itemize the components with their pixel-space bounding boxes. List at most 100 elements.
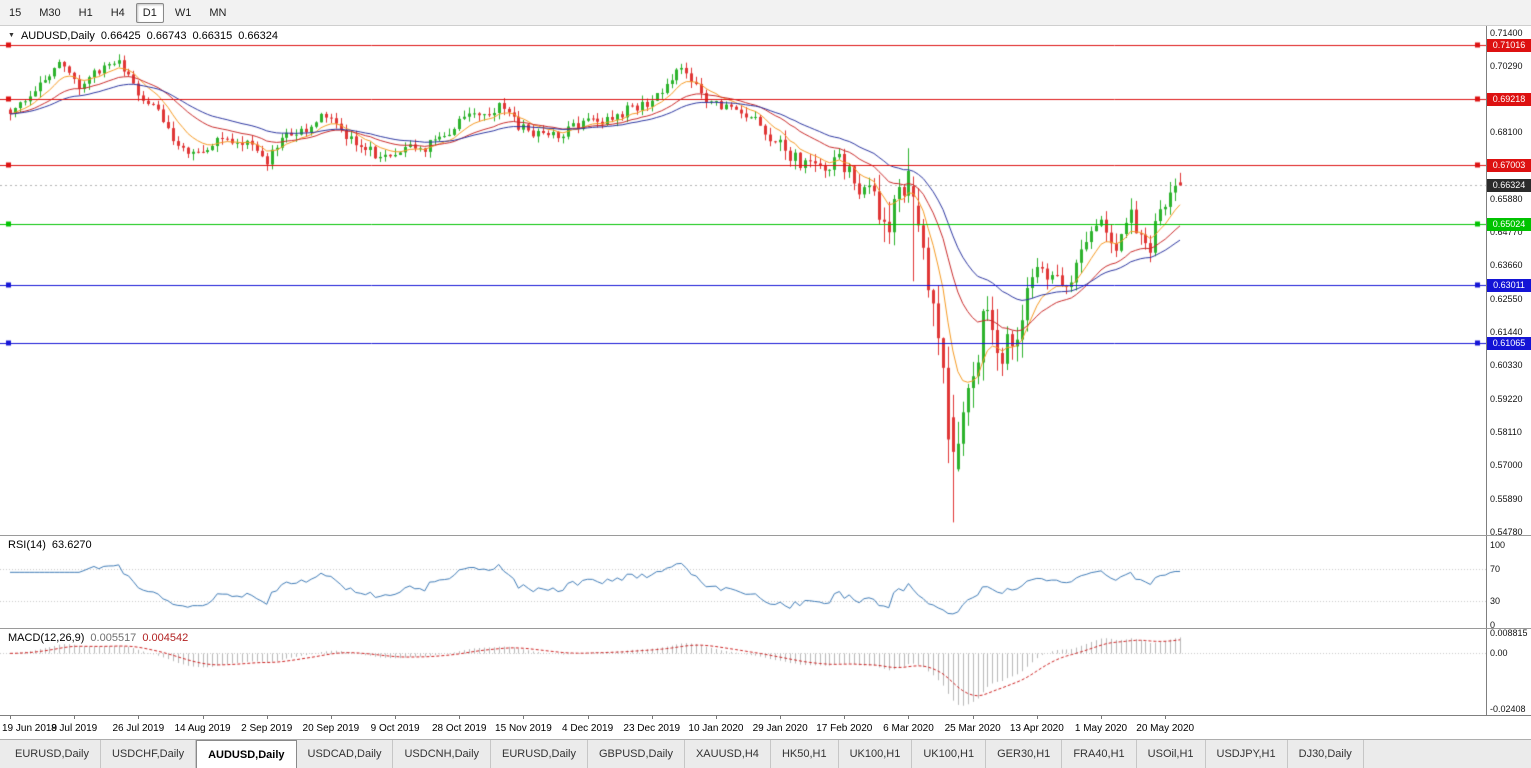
date-axis-tick bbox=[780, 716, 781, 719]
chart-tab-usdcad-daily[interactable]: USDCAD,Daily bbox=[297, 740, 394, 768]
date-axis-label: 20 Sep 2019 bbox=[302, 723, 360, 734]
chart-tab-uk100-h1[interactable]: UK100,H1 bbox=[912, 740, 987, 768]
date-axis-label: 25 Mar 2020 bbox=[944, 723, 1001, 734]
macd-canvas[interactable] bbox=[0, 629, 1486, 715]
date-axis-label: 8 Jul 2019 bbox=[51, 723, 98, 734]
price-pane-header: ▼ AUDUSD,Daily 0.66425 0.66743 0.66315 0… bbox=[8, 30, 278, 42]
date-axis-label: 20 May 2020 bbox=[1136, 723, 1195, 734]
chart-tab-usoil-h1[interactable]: USOil,H1 bbox=[1137, 740, 1206, 768]
date-axis-label: 4 Dec 2019 bbox=[562, 723, 614, 734]
timeframe-button-15[interactable]: 15 bbox=[9, 6, 22, 19]
date-axis-label: 9 Oct 2019 bbox=[370, 723, 420, 734]
timeframe-button-h1[interactable]: H1 bbox=[78, 6, 93, 19]
date-axis-tick bbox=[716, 716, 717, 719]
chart-tab-fra40-h1[interactable]: FRA40,H1 bbox=[1062, 740, 1137, 768]
price-level-badge: 0.67003 bbox=[1487, 159, 1531, 173]
macd-label: MACD(12,26,9) bbox=[8, 632, 85, 644]
price-scale[interactable]: 0.714000.702900.691800.681000.669900.658… bbox=[1486, 26, 1531, 715]
date-axis[interactable]: 19 Jun 2019 8 Jul 2019 26 Jul 2019 14 Aug 2… bbox=[0, 715, 1531, 739]
macd-scale-label: 0.00 bbox=[1490, 648, 1508, 659]
date-axis-label: 23 Dec 2019 bbox=[623, 723, 681, 734]
date-axis-tick bbox=[1165, 716, 1166, 719]
chart-menu-arrow-icon[interactable]: ▼ bbox=[8, 32, 15, 39]
timeframe-button-m30[interactable]: M30 bbox=[39, 6, 61, 19]
ohlc-close: 0.66324 bbox=[238, 30, 278, 42]
price-level-badge: 0.69218 bbox=[1487, 92, 1531, 106]
rsi-canvas[interactable] bbox=[0, 536, 1486, 628]
price-scale-label: 0.58110 bbox=[1490, 427, 1522, 438]
date-axis-tick bbox=[588, 716, 589, 719]
rsi-label: RSI(14) bbox=[8, 539, 46, 551]
date-axis-label: 1 May 2020 bbox=[1074, 723, 1128, 734]
price-canvas[interactable] bbox=[0, 26, 1486, 535]
price-scale-label: 0.68100 bbox=[1490, 127, 1523, 138]
date-axis-tick bbox=[138, 716, 139, 719]
date-axis-label: 14 Aug 2019 bbox=[174, 723, 231, 734]
macd-scale-label: 0.008815 bbox=[1490, 628, 1528, 638]
rsi-scale-label: 70 bbox=[1490, 564, 1501, 574]
chart-workspace: ▼ AUDUSD,Daily 0.66425 0.66743 0.66315 0… bbox=[0, 26, 1531, 739]
chart-tab-xauusd-h4[interactable]: XAUUSD,H4 bbox=[685, 740, 771, 768]
date-axis-label: 2 Sep 2019 bbox=[241, 723, 293, 734]
chart-tab-ger30-h1[interactable]: GER30,H1 bbox=[986, 740, 1063, 768]
price-scale-label: 0.65880 bbox=[1490, 193, 1523, 204]
price-scale-label: 0.60330 bbox=[1490, 360, 1523, 371]
price-scale-label: 0.59220 bbox=[1490, 393, 1523, 404]
rsi-scale-label: 30 bbox=[1490, 596, 1501, 606]
timeframe-toolbar: 15 M30 H1 H4 D1 W1 MN bbox=[0, 0, 1531, 26]
chart-tab-eurusd-daily[interactable]: EURUSD,Daily bbox=[491, 740, 588, 768]
date-axis-label: 10 Jan 2020 bbox=[688, 723, 744, 734]
macd-scale-label: -0.02408 bbox=[1490, 704, 1526, 714]
date-axis-tick bbox=[459, 716, 460, 719]
price-scale-label: 0.64770 bbox=[1490, 227, 1523, 238]
rsi-scale-label: 0 bbox=[1490, 620, 1496, 630]
timeframe-button-mn[interactable]: MN bbox=[209, 6, 227, 19]
date-axis-tick bbox=[973, 716, 974, 719]
chart-tab-audusd-daily[interactable]: AUDUSD,Daily bbox=[196, 740, 297, 768]
date-axis-tick bbox=[652, 716, 653, 719]
timeframe-button-h4[interactable]: H4 bbox=[110, 6, 125, 19]
timeframe-button-d1[interactable]: D1 bbox=[135, 2, 164, 23]
chart-tab-gbpusd-daily[interactable]: GBPUSD,Daily bbox=[588, 740, 685, 768]
macd-signal-value: 0.004542 bbox=[142, 632, 189, 644]
macd-main-value: 0.005517 bbox=[90, 632, 137, 644]
price-scale-label: 0.55890 bbox=[1490, 493, 1523, 504]
date-axis-label: 17 Feb 2020 bbox=[816, 723, 873, 734]
chart-tab-uk100-h1[interactable]: UK100,H1 bbox=[839, 740, 913, 768]
price-scale-label: 0.63660 bbox=[1490, 260, 1523, 271]
price-scale-label: 0.70290 bbox=[1490, 61, 1523, 72]
ohlc-low: 0.66315 bbox=[192, 30, 233, 42]
macd-pane: MACD(12,26,9) 0.005517 0.004542 bbox=[0, 629, 1486, 715]
chart-tab-dj30-daily[interactable]: DJ30,Daily bbox=[1288, 740, 1364, 768]
pane-separator[interactable] bbox=[0, 535, 1531, 536]
chart-tab-usdjpy-h1[interactable]: USDJPY,H1 bbox=[1206, 740, 1288, 768]
pane-separator[interactable] bbox=[0, 628, 1531, 629]
price-scale-label: 0.54780 bbox=[1490, 527, 1523, 537]
rsi-scale-label: 100 bbox=[1490, 540, 1506, 550]
chart-tab-usdcnh-daily[interactable]: USDCNH,Daily bbox=[393, 740, 492, 768]
date-axis-tick bbox=[74, 716, 75, 719]
date-axis-tick bbox=[1037, 716, 1038, 719]
price-level-badge: 0.71016 bbox=[1487, 38, 1531, 52]
date-axis-tick bbox=[908, 716, 909, 719]
date-axis-label: 28 Oct 2019 bbox=[431, 723, 487, 734]
rsi-pane: RSI(14) 63.6270 bbox=[0, 536, 1486, 628]
price-scale-label: 0.71400 bbox=[1490, 28, 1523, 38]
price-level-badge: 0.65024 bbox=[1487, 218, 1531, 232]
chart-symbol-period: AUDUSD,Daily bbox=[20, 30, 95, 42]
date-axis-tick bbox=[844, 716, 845, 719]
macd-pane-header: MACD(12,26,9) 0.005517 0.004542 bbox=[8, 632, 188, 644]
chart-tab-usdchf-daily[interactable]: USDCHF,Daily bbox=[101, 740, 197, 768]
chart-tab-hk50-h1[interactable]: HK50,H1 bbox=[771, 740, 839, 768]
date-axis-label: 29 Jan 2020 bbox=[752, 723, 808, 734]
date-axis-label: 13 Apr 2020 bbox=[1009, 723, 1064, 734]
timeframe-button-w1[interactable]: W1 bbox=[174, 6, 192, 19]
chart-tabbar: EURUSD,Daily USDCHF,Daily AUDUSD,Daily USDC… bbox=[0, 739, 1531, 768]
current-price-badge: 0.66324 bbox=[1487, 179, 1531, 193]
date-axis-tick bbox=[331, 716, 332, 719]
rsi-pane-header: RSI(14) 63.6270 bbox=[8, 539, 92, 551]
date-axis-tick bbox=[10, 716, 11, 719]
date-axis-label: 26 Jul 2019 bbox=[112, 723, 165, 734]
chart-tab-eurusd-daily[interactable]: EURUSD,Daily bbox=[4, 740, 101, 768]
price-level-badge: 0.61065 bbox=[1487, 337, 1531, 351]
